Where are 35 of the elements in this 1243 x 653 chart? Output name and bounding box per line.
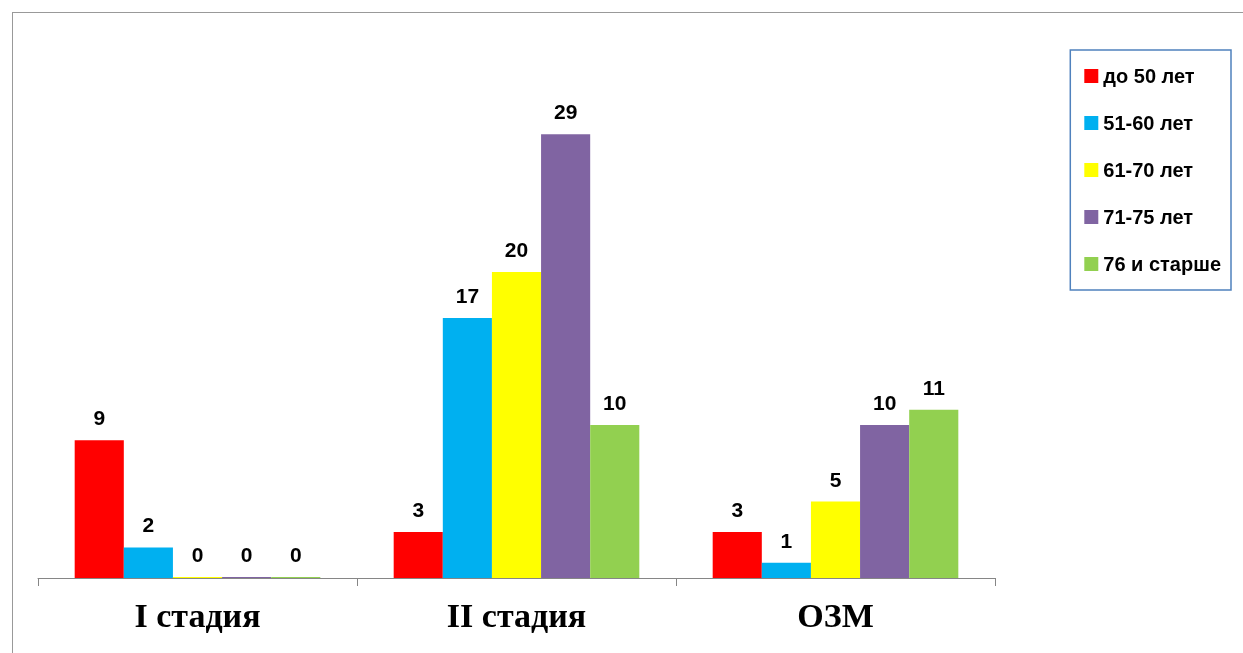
data-label: 1 <box>780 528 793 552</box>
data-label: 0 <box>289 543 302 566</box>
data-label: 2 <box>142 513 155 537</box>
bar <box>541 134 591 578</box>
data-label: 20 <box>504 238 529 261</box>
x-tick-label: I стадия <box>134 596 261 634</box>
bar <box>393 532 443 578</box>
bar <box>810 501 861 578</box>
legend-label: 76 и старше <box>1103 253 1222 275</box>
bar <box>860 425 910 578</box>
data-label: 3 <box>731 498 744 522</box>
bar <box>491 272 542 578</box>
legend-label: 61-70 лет <box>1103 159 1194 181</box>
bar <box>590 425 640 578</box>
bar <box>74 440 124 578</box>
legend-label: до 50 лет <box>1103 65 1195 87</box>
x-tick-label: II стадия <box>446 596 587 634</box>
data-label: 29 <box>553 100 578 124</box>
bar <box>909 409 959 578</box>
data-label: 0 <box>191 543 204 566</box>
bar <box>761 562 811 578</box>
data-label: 17 <box>455 283 480 307</box>
data-label: 10 <box>603 391 627 414</box>
legend-label: 71-75 лет <box>1103 206 1194 228</box>
data-label: 3 <box>412 498 425 522</box>
data-label: 10 <box>872 391 897 414</box>
bar <box>712 532 762 578</box>
x-tick-label: ОЗМ <box>797 596 874 634</box>
bar <box>123 547 173 578</box>
data-label: 11 <box>922 375 946 399</box>
bar <box>442 317 492 578</box>
legend-label: 51-60 лет <box>1103 112 1194 134</box>
data-label: 9 <box>93 406 106 430</box>
data-label: 0 <box>240 543 253 566</box>
data-label: 5 <box>829 467 842 491</box>
